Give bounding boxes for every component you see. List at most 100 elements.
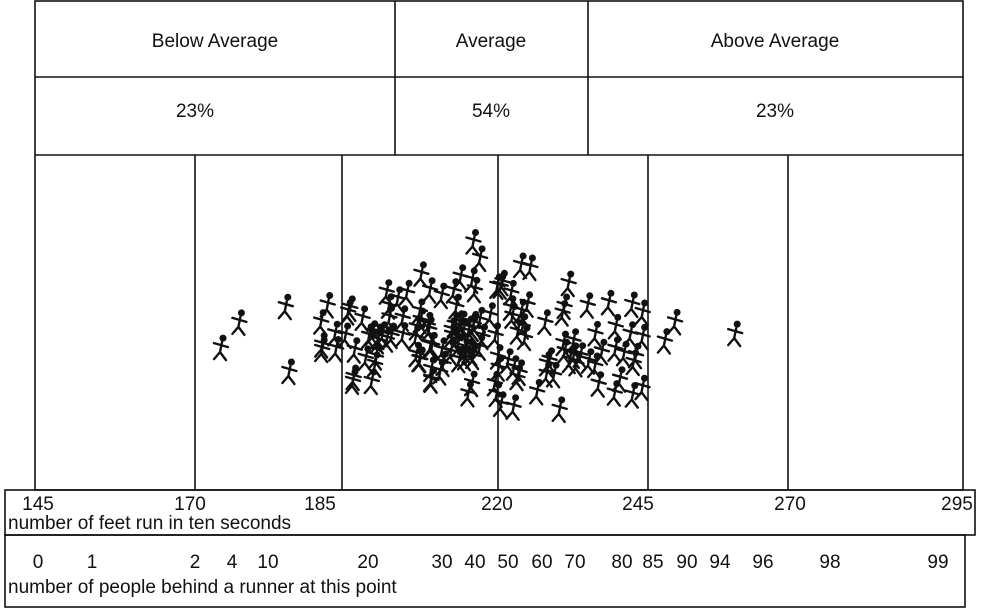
runner-body [579, 298, 596, 319]
caption: number of people behind a runner at this… [8, 577, 397, 598]
runner-body [556, 345, 573, 366]
runner [587, 320, 604, 348]
runner-head [563, 338, 571, 346]
runner-body [522, 260, 539, 282]
runner [503, 279, 520, 307]
runner-body [471, 251, 489, 273]
runner [337, 322, 354, 350]
runner [590, 371, 607, 398]
runner-body [482, 308, 499, 329]
runner-head [237, 309, 245, 317]
scale-label: 80 [611, 552, 632, 573]
scale-label: 0 [33, 552, 44, 573]
scale-label: 10 [257, 552, 278, 573]
runner-body [622, 327, 639, 348]
runner [461, 315, 478, 343]
runner [463, 340, 480, 367]
runner-body [727, 326, 744, 348]
runner-body [281, 364, 298, 386]
runner [466, 276, 484, 304]
runner [413, 261, 430, 288]
runner-body [465, 235, 482, 256]
runner [314, 332, 331, 359]
runner-head [535, 378, 543, 386]
percent-label: 54% [472, 101, 510, 122]
runner [634, 299, 651, 327]
runner [277, 293, 294, 321]
runner-head [452, 278, 460, 286]
runner-head [333, 320, 341, 328]
runner [551, 396, 568, 424]
runner-body [423, 373, 440, 394]
runner-body [499, 354, 517, 375]
runner-head [641, 374, 648, 382]
people-row [4, 534, 966, 608]
runner-head [284, 293, 292, 301]
runner-body [554, 306, 571, 327]
runner-body [551, 402, 568, 424]
runner-head [495, 381, 503, 389]
runner-body [452, 270, 469, 291]
runner-head [613, 380, 621, 388]
runner [451, 346, 468, 374]
runner-body [328, 342, 345, 363]
runner-body [327, 327, 344, 348]
runner-head [419, 261, 427, 269]
runner-body [487, 328, 504, 350]
runner-body [615, 347, 633, 368]
runner-body [490, 361, 507, 382]
runner-head [567, 270, 575, 278]
runner [357, 345, 374, 373]
runner [537, 309, 554, 336]
runner [345, 364, 362, 392]
runner-head [326, 292, 334, 299]
runner-body [560, 276, 577, 298]
runner-body [511, 365, 528, 387]
runner-body [514, 319, 531, 340]
runner-head [614, 313, 622, 321]
runner-head [440, 282, 448, 290]
runner-body [666, 315, 684, 336]
runner [487, 322, 504, 350]
runner-head [572, 328, 580, 336]
runner [412, 346, 429, 374]
runner [634, 374, 651, 402]
runner-head [344, 322, 352, 330]
group-label: Above Average [711, 31, 840, 52]
scale-label: 185 [304, 494, 336, 515]
scale-label: 245 [622, 494, 654, 515]
runner-body [449, 339, 466, 360]
runner-body [625, 355, 642, 377]
runner-head [361, 305, 369, 313]
scale-label: 40 [464, 552, 485, 573]
scale-label: 4 [227, 552, 238, 573]
runner-body [565, 334, 582, 355]
runner-head [629, 321, 637, 329]
group-label: Below Average [152, 31, 278, 52]
runner [579, 292, 596, 319]
runner-body [398, 286, 416, 307]
runner-body [464, 321, 481, 343]
scale-label: 96 [752, 552, 773, 573]
runner-body [413, 267, 430, 288]
scale-label: 85 [642, 552, 663, 573]
runner [313, 309, 330, 336]
runner-head [385, 279, 393, 287]
runner-body [492, 279, 509, 300]
runner-body [512, 258, 530, 280]
runner [627, 342, 645, 370]
runner [516, 324, 534, 352]
runner [514, 313, 531, 340]
runner-body [634, 330, 651, 351]
runner-body [421, 283, 439, 304]
runner-head [561, 300, 569, 308]
runner [490, 355, 507, 382]
runner-head [287, 358, 295, 366]
runner-head [418, 346, 426, 354]
runner [411, 298, 429, 326]
runner-head [600, 338, 608, 346]
runner [522, 254, 539, 282]
runner-head [519, 252, 527, 260]
runner-body [516, 330, 534, 352]
